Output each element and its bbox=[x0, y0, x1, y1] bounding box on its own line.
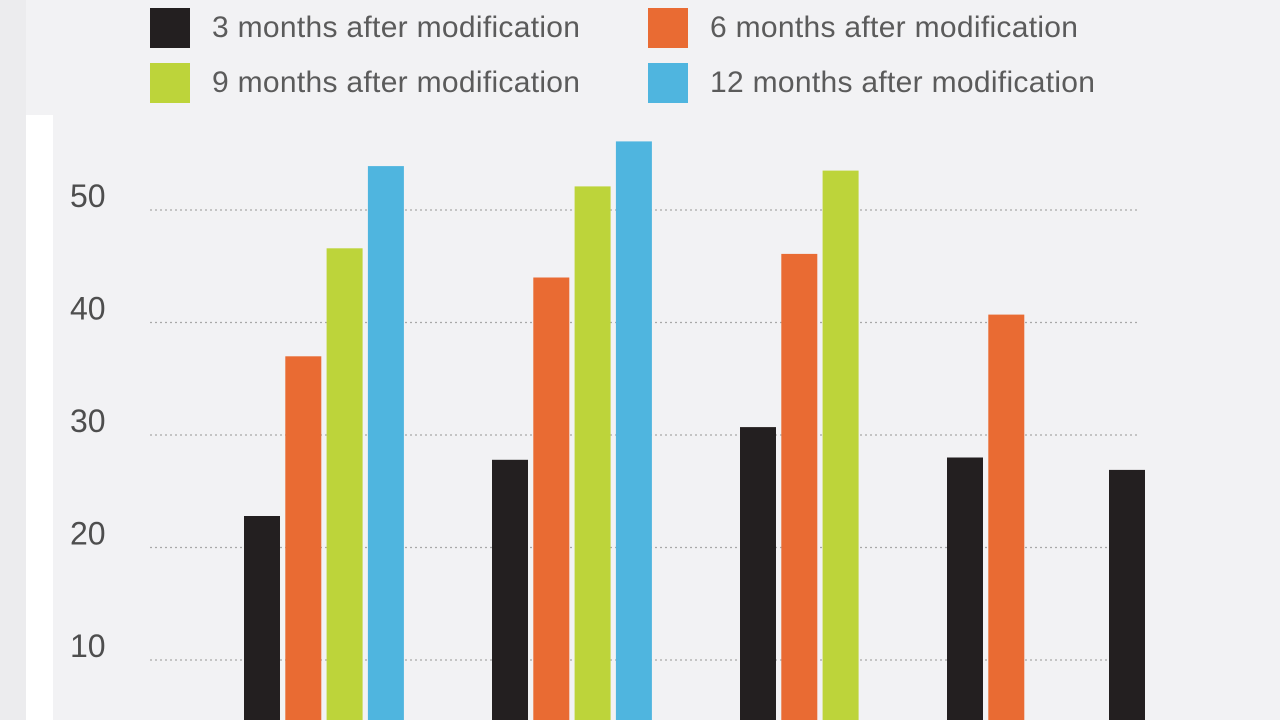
legend-item-6-months: 6 months after modification bbox=[648, 7, 1078, 49]
bar-group-5-series-1 bbox=[1109, 469, 1145, 720]
y-tick-labels: 10 20 30 40 50 bbox=[70, 178, 106, 664]
bar-group-1-series-2 bbox=[285, 356, 322, 720]
legend-label-6-months: 6 months after modification bbox=[710, 11, 1079, 44]
chart-legend: 3 months after modification 6 months aft… bbox=[0, 0, 1280, 110]
bar-group-2-series-2 bbox=[533, 277, 570, 720]
bar-group-2-series-3 bbox=[574, 186, 611, 720]
bar-group-4-series-1 bbox=[947, 457, 983, 720]
legend-swatch-9-months bbox=[150, 63, 190, 103]
y-tick-label-50: 50 bbox=[70, 178, 106, 214]
bar-group-2-series-4 bbox=[615, 141, 652, 720]
legend-item-3-months: 3 months after modification bbox=[150, 7, 580, 49]
legend-item-12-months: 12 months after modification bbox=[648, 62, 1095, 104]
legend-label-3-months: 3 months after modification bbox=[212, 11, 581, 44]
bar-group-1-series-3 bbox=[326, 248, 363, 720]
y-tick-label-20: 20 bbox=[70, 516, 106, 552]
bar-group-1-series-4 bbox=[367, 166, 404, 720]
y-tick-label-10: 10 bbox=[70, 628, 106, 664]
bar-group-2-series-1 bbox=[492, 459, 528, 720]
legend-label-12-months: 12 months after modification bbox=[710, 66, 1096, 99]
legend-label-9-months: 9 months after modification bbox=[212, 66, 581, 99]
legend-swatch-12-months bbox=[648, 63, 688, 103]
y-tick-label-30: 30 bbox=[70, 403, 106, 439]
legend-swatch-6-months bbox=[648, 8, 688, 48]
legend-swatch-3-months bbox=[150, 8, 190, 48]
bar-group-3-series-2 bbox=[781, 253, 818, 720]
y-axis-strip bbox=[26, 115, 53, 720]
bar-group-3-series-3 bbox=[822, 170, 859, 720]
left-margin-strip bbox=[0, 0, 26, 720]
legend-item-9-months: 9 months after modification bbox=[150, 62, 580, 104]
bars bbox=[244, 141, 1145, 720]
bar-group-3-series-1 bbox=[740, 427, 776, 720]
bar-group-1-series-1 bbox=[244, 516, 280, 720]
bar-group-4-series-2 bbox=[988, 314, 1025, 720]
y-tick-label-40: 40 bbox=[70, 291, 106, 327]
